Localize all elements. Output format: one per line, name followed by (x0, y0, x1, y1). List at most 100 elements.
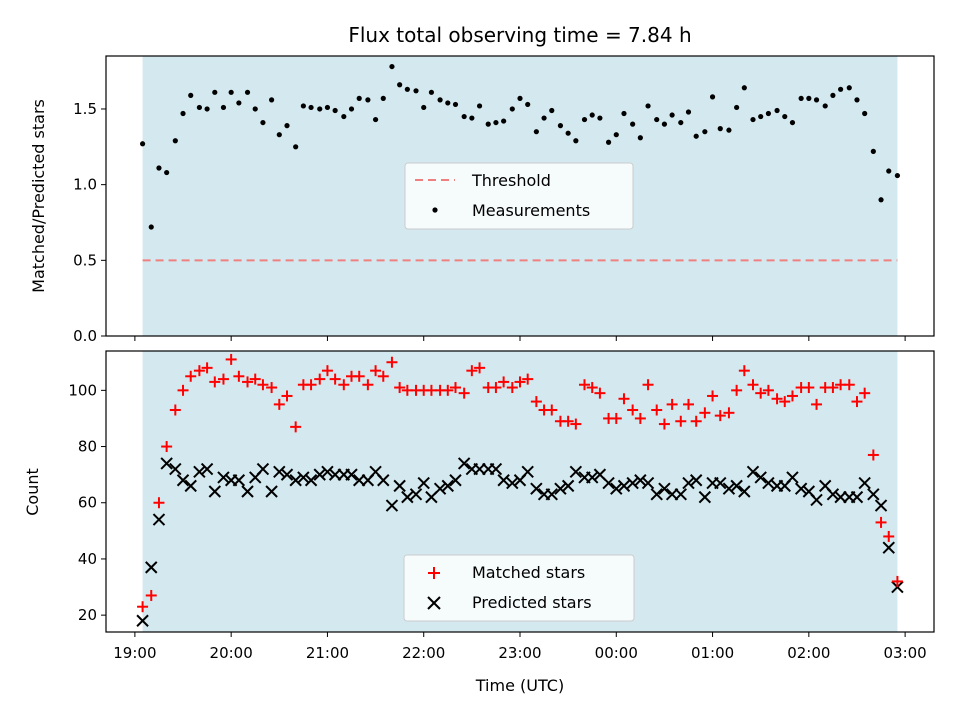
predicted-star-point (714, 476, 727, 490)
predicted-star-point (313, 468, 326, 481)
measurement-point (645, 103, 651, 109)
predicted-star-point (722, 482, 736, 495)
matched-star-point (442, 384, 454, 396)
matched-star-point (786, 390, 798, 402)
measurement-point (228, 89, 234, 95)
measurement-point (862, 110, 868, 117)
bottom-ytick-label: 80 (78, 438, 97, 456)
matched-star-point (329, 373, 341, 385)
matched-star-point (225, 353, 237, 365)
measurement-point (597, 115, 603, 121)
predicted-star-point (449, 474, 462, 487)
measurement-point (293, 144, 299, 150)
matched-star-point (161, 441, 173, 453)
measurement-point (750, 116, 756, 123)
legend-measurements-swatch (432, 207, 438, 213)
measurement-point (212, 89, 218, 95)
predicted-star-point (497, 474, 510, 487)
measurement-point (461, 113, 467, 120)
measurement-point (661, 121, 668, 127)
predicted-star-point (682, 476, 695, 490)
top-ytick-label: 0.0 (73, 327, 97, 345)
measurement-point (421, 104, 427, 111)
matched-star-point (458, 387, 470, 399)
matched-star-point (690, 415, 702, 427)
bottom-ylabel: Count (23, 468, 42, 516)
predicted-star-point (489, 462, 503, 476)
measurement-point (300, 103, 306, 109)
matched-star-point (867, 449, 879, 461)
matched-star-point (570, 418, 582, 430)
legend-matched-swatch (428, 567, 440, 579)
measurement-point (806, 95, 812, 101)
measurement-point (404, 86, 410, 92)
matched-star-point (546, 404, 558, 416)
measurement-point (765, 110, 772, 117)
matched-star-point (682, 398, 694, 410)
bottom-xtick-label: 00:00 (595, 644, 638, 662)
measurement-point (428, 89, 435, 95)
predicted-star-point (530, 482, 543, 495)
measurement-point (397, 82, 403, 88)
bottom-xtick-label: 20:00 (210, 644, 253, 662)
predicted-star-point (882, 541, 895, 554)
top-panel: 0.0 0.5 1.0 1.5 Matched/Predicted stars Thr… (29, 55, 935, 345)
matched-star-point (474, 362, 486, 374)
matched-star-point (610, 412, 622, 424)
matched-star-point (642, 379, 654, 391)
measurement-point (437, 97, 443, 103)
measurement-point (758, 113, 764, 120)
measurement-point (269, 97, 275, 103)
predicted-star-point (385, 499, 399, 512)
measurement-point (726, 127, 732, 133)
matched-star-point (514, 376, 526, 388)
matched-star-point (137, 601, 149, 613)
predicted-star-point (554, 482, 567, 495)
matched-star-point (257, 379, 269, 391)
legend-predicted-label: Predicted stars (472, 593, 592, 612)
top-legend-box (404, 162, 634, 230)
predicted-star-point (297, 471, 310, 484)
matched-star-point (233, 370, 245, 382)
bottom-xtick-label: 22:00 (402, 644, 445, 662)
matched-star-point (466, 365, 478, 377)
legend-matched-label: Matched stars (472, 563, 585, 582)
matched-star-point (579, 379, 591, 391)
bottom-ytick-label: 20 (78, 606, 97, 624)
measurement-point (469, 115, 475, 121)
top-measurements (139, 63, 901, 230)
measurement-point (589, 112, 595, 118)
predicted-star-point (433, 482, 447, 495)
matched-star-point (321, 365, 333, 377)
matched-star-point (586, 382, 598, 394)
matched-star-point (290, 421, 302, 433)
legend-threshold-label: Threshold (471, 171, 551, 190)
matched-star-point (305, 379, 317, 391)
measurement-point (260, 119, 266, 126)
measurement-point (669, 112, 675, 118)
matched-star-point (618, 393, 630, 405)
measurement-point (734, 104, 740, 111)
predicted-star-point (321, 465, 334, 479)
matched-star-point (731, 384, 743, 396)
predicted-star-point (569, 465, 583, 479)
measurement-point (244, 89, 251, 95)
measurement-point (774, 107, 780, 114)
measurement-point (476, 103, 483, 109)
matched-star-point (651, 404, 663, 416)
top-ylabel: Matched/Predicted stars (29, 99, 48, 293)
measurement-point (741, 85, 747, 91)
predicted-star-point (401, 490, 414, 504)
predicted-star-point (545, 488, 558, 501)
predicted-star-point (273, 465, 286, 479)
matched-star-point (843, 379, 855, 391)
matched-star-point (738, 365, 750, 377)
matched-star-point (314, 373, 326, 385)
measurement-point (493, 119, 499, 126)
predicted-star-point (754, 471, 767, 484)
predicted-star-point (658, 482, 671, 495)
bottom-legend: Matched stars Predicted stars (403, 554, 635, 622)
measurement-point (284, 123, 290, 129)
matched-star-point (779, 396, 791, 408)
predicted-star-point (208, 485, 222, 498)
